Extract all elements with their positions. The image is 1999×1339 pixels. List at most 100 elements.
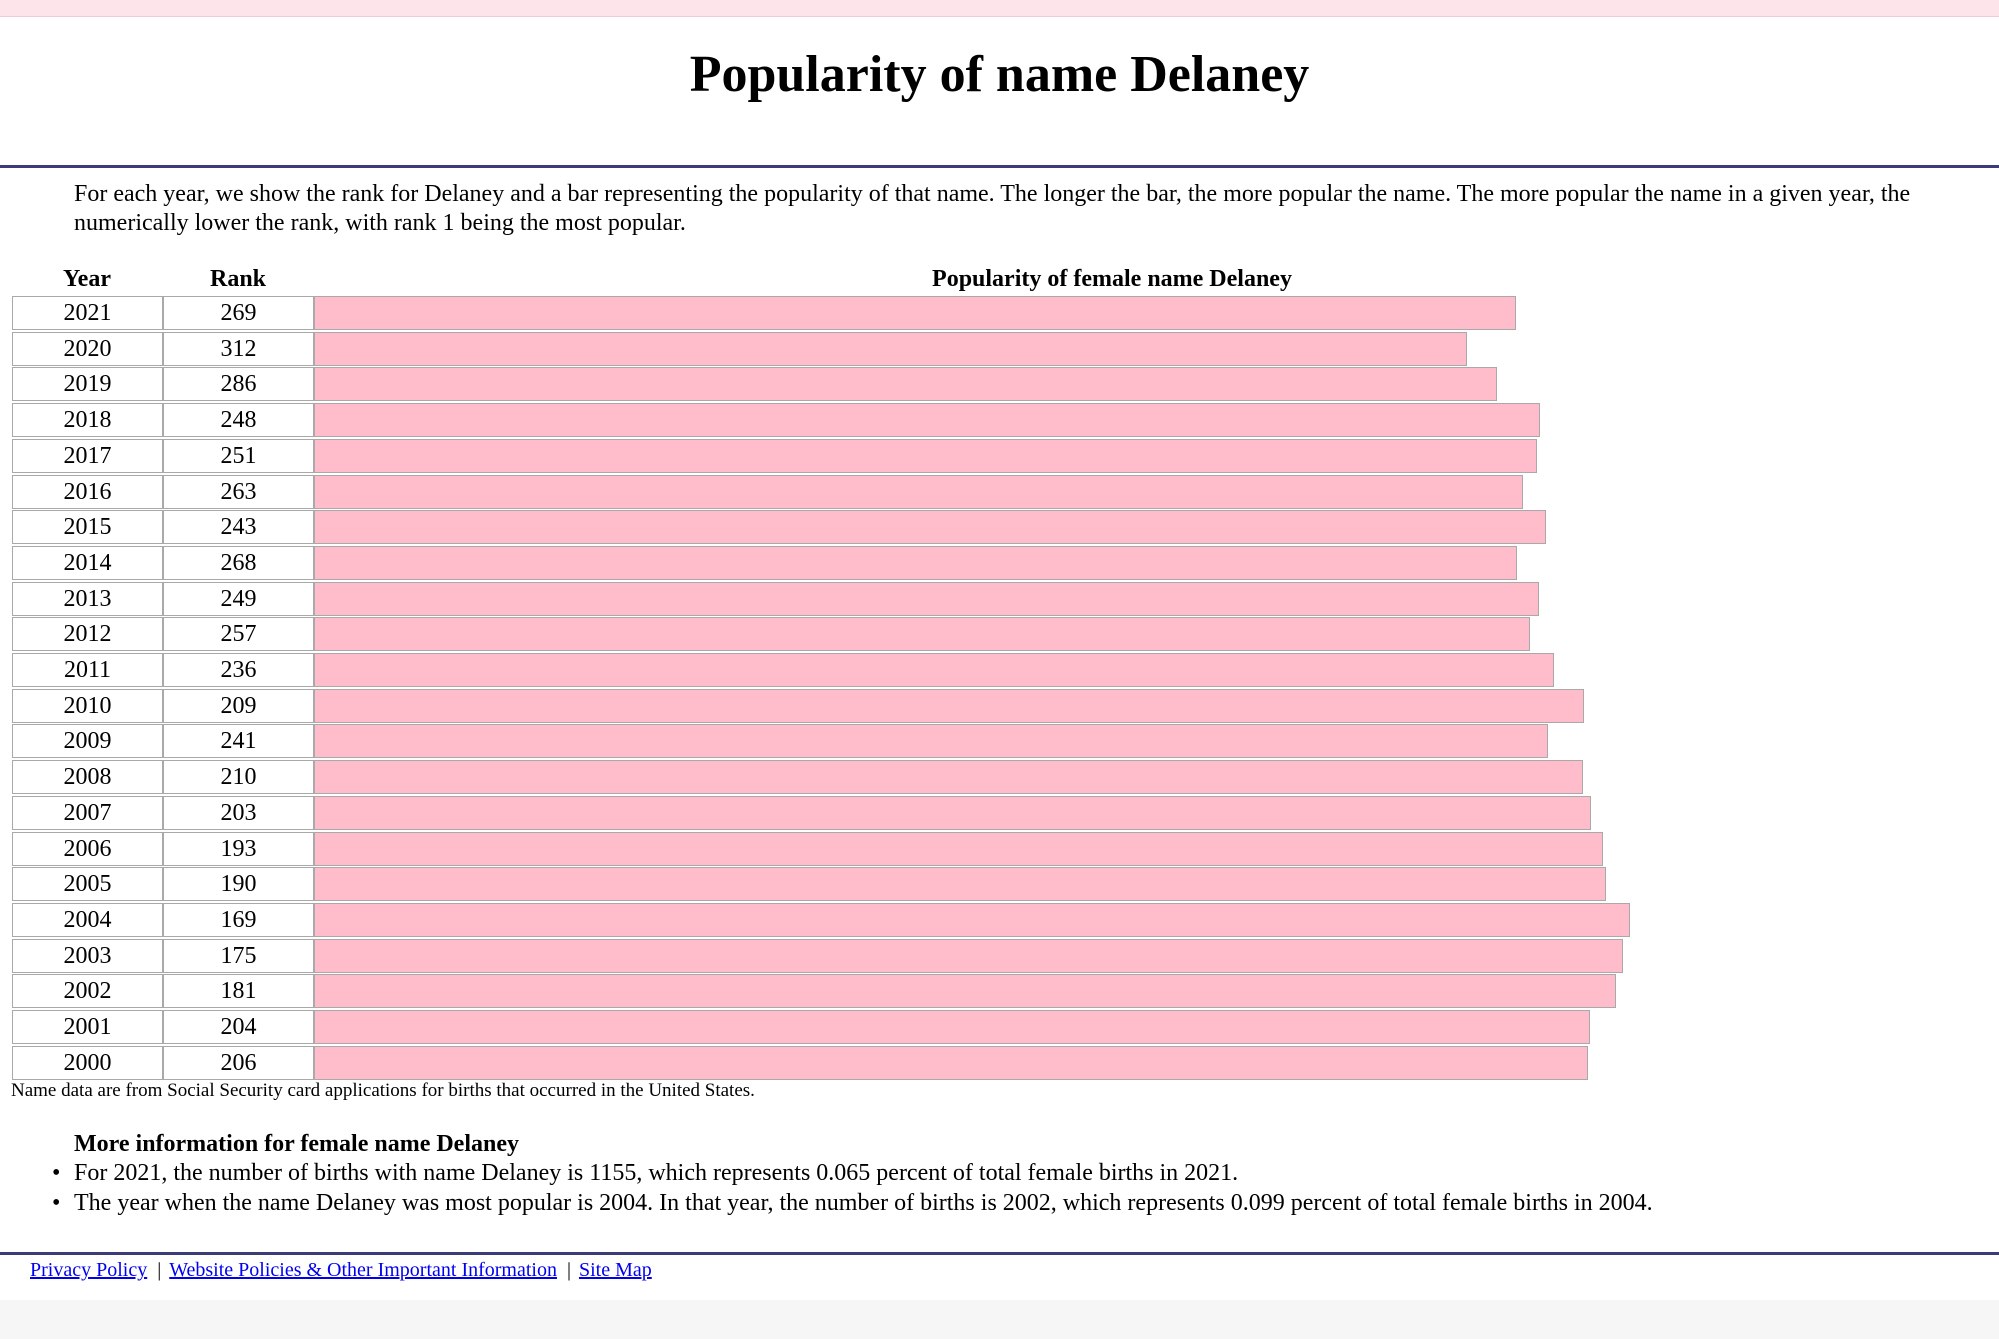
year-cell: 2020 bbox=[12, 331, 163, 366]
year-cell: 2009 bbox=[12, 724, 163, 759]
year-cell: 2006 bbox=[12, 831, 163, 866]
year-cell: 2004 bbox=[12, 902, 163, 937]
popularity-bar bbox=[314, 760, 1583, 795]
year-cell: 2016 bbox=[12, 474, 163, 509]
page-bottom-area bbox=[0, 1300, 1999, 1339]
more-info-item: • The year when the name Delaney was most… bbox=[52, 1188, 1653, 1218]
rank-cell: 175 bbox=[163, 938, 314, 973]
year-cell: 2018 bbox=[12, 403, 163, 438]
table-row: 2011 236 bbox=[12, 653, 1912, 687]
year-cell: 2010 bbox=[12, 688, 163, 723]
rank-cell: 249 bbox=[163, 581, 314, 616]
year-cell: 2021 bbox=[12, 296, 163, 330]
popularity-bar bbox=[314, 974, 1616, 1009]
table-row: 2008 210 bbox=[12, 760, 1912, 795]
popularity-bar bbox=[314, 902, 1630, 937]
rank-cell: 204 bbox=[163, 1010, 314, 1044]
rank-cell: 268 bbox=[163, 545, 314, 580]
popularity-bar bbox=[314, 545, 1517, 580]
year-cell: 2000 bbox=[12, 1045, 163, 1080]
link-separator: | bbox=[566, 1259, 571, 1281]
more-info-item: • For 2021, the number of births with nam… bbox=[52, 1158, 1653, 1188]
table-row: 2015 243 bbox=[12, 510, 1912, 545]
rank-cell: 251 bbox=[163, 438, 314, 473]
popularity-bar bbox=[314, 331, 1467, 366]
rank-cell: 269 bbox=[163, 296, 314, 330]
rank-cell: 210 bbox=[163, 760, 314, 795]
year-cell: 2012 bbox=[12, 617, 163, 652]
rank-cell: 209 bbox=[163, 688, 314, 723]
rank-cell: 263 bbox=[163, 474, 314, 509]
popularity-bar bbox=[314, 795, 1591, 830]
popularity-bar bbox=[314, 831, 1603, 866]
popularity-bar bbox=[314, 510, 1546, 545]
table-row: 2012 257 bbox=[12, 617, 1912, 652]
popularity-bar bbox=[314, 438, 1537, 473]
header-divider bbox=[0, 165, 1999, 168]
popularity-column-header: Popularity of female name Delaney bbox=[932, 266, 1292, 292]
rank-cell: 181 bbox=[163, 974, 314, 1009]
year-cell: 2015 bbox=[12, 510, 163, 545]
table-row: 2007 203 bbox=[12, 795, 1912, 830]
year-cell: 2011 bbox=[12, 653, 163, 687]
table-row: 2013 249 bbox=[12, 581, 1912, 616]
rank-cell: 236 bbox=[163, 653, 314, 687]
popularity-bar bbox=[314, 581, 1539, 616]
table-row: 2010 209 bbox=[12, 688, 1912, 723]
popularity-bar bbox=[314, 474, 1523, 509]
popularity-bar bbox=[314, 724, 1548, 759]
table-row: 2002 181 bbox=[12, 974, 1912, 1009]
table-row: 2000 206 bbox=[12, 1045, 1912, 1080]
rank-cell: 169 bbox=[163, 902, 314, 937]
year-cell: 2001 bbox=[12, 1010, 163, 1044]
year-cell: 2003 bbox=[12, 938, 163, 973]
popularity-bar bbox=[314, 1010, 1590, 1044]
top-banner-strip bbox=[0, 0, 1999, 17]
year-cell: 2007 bbox=[12, 795, 163, 830]
popularity-bar bbox=[314, 367, 1497, 402]
year-cell: 2017 bbox=[12, 438, 163, 473]
popularity-bar bbox=[314, 296, 1516, 330]
year-cell: 2014 bbox=[12, 545, 163, 580]
rank-cell: 190 bbox=[163, 867, 314, 902]
privacy-policy-link[interactable]: Privacy Policy bbox=[30, 1259, 148, 1281]
website-policies-link[interactable]: Website Policies & Other Important Infor… bbox=[169, 1259, 557, 1281]
popularity-bar bbox=[314, 403, 1540, 438]
popularity-bar bbox=[314, 1045, 1588, 1080]
bullet-icon: • bbox=[52, 1160, 61, 1186]
table-row: 2017 251 bbox=[12, 438, 1912, 473]
footer-links: Privacy Policy | Website Policies & Other … bbox=[30, 1256, 652, 1284]
rank-cell: 193 bbox=[163, 831, 314, 866]
more-info-title: More information for female name Delaney bbox=[74, 1131, 519, 1157]
popularity-bar bbox=[314, 653, 1554, 687]
year-cell: 2019 bbox=[12, 367, 163, 402]
year-cell: 2002 bbox=[12, 974, 163, 1009]
bullet-icon: • bbox=[52, 1190, 61, 1216]
rank-cell: 241 bbox=[163, 724, 314, 759]
rank-cell: 286 bbox=[163, 367, 314, 402]
rank-cell: 243 bbox=[163, 510, 314, 545]
page-title: Popularity of name Delaney bbox=[689, 46, 1310, 103]
table-row: 2009 241 bbox=[12, 724, 1912, 759]
site-map-link[interactable]: Site Map bbox=[579, 1259, 652, 1281]
table-row: 2020 312 bbox=[12, 331, 1912, 366]
year-cell: 2008 bbox=[12, 760, 163, 795]
popularity-bar bbox=[314, 938, 1623, 973]
year-cell: 2005 bbox=[12, 867, 163, 902]
rank-cell: 203 bbox=[163, 795, 314, 830]
popularity-bar bbox=[314, 688, 1584, 723]
more-info-item-text: The year when the name Delaney was most … bbox=[74, 1190, 1653, 1216]
popularity-bar bbox=[314, 617, 1530, 652]
popularity-bar bbox=[314, 867, 1606, 902]
table-row: 2001 204 bbox=[12, 1010, 1912, 1044]
table-row: 2004 169 bbox=[12, 902, 1912, 937]
more-info-item-text: For 2021, the number of births with name… bbox=[74, 1160, 1239, 1186]
table-row: 2019 286 bbox=[12, 367, 1912, 402]
source-note: Name data are from Social Security card … bbox=[11, 1080, 755, 1101]
year-cell: 2013 bbox=[12, 581, 163, 616]
rank-column-header: Rank bbox=[209, 266, 267, 292]
footer-divider bbox=[0, 1252, 1999, 1255]
table-row: 2014 268 bbox=[12, 545, 1912, 580]
rank-cell: 206 bbox=[163, 1045, 314, 1080]
table-row: 2005 190 bbox=[12, 867, 1912, 902]
